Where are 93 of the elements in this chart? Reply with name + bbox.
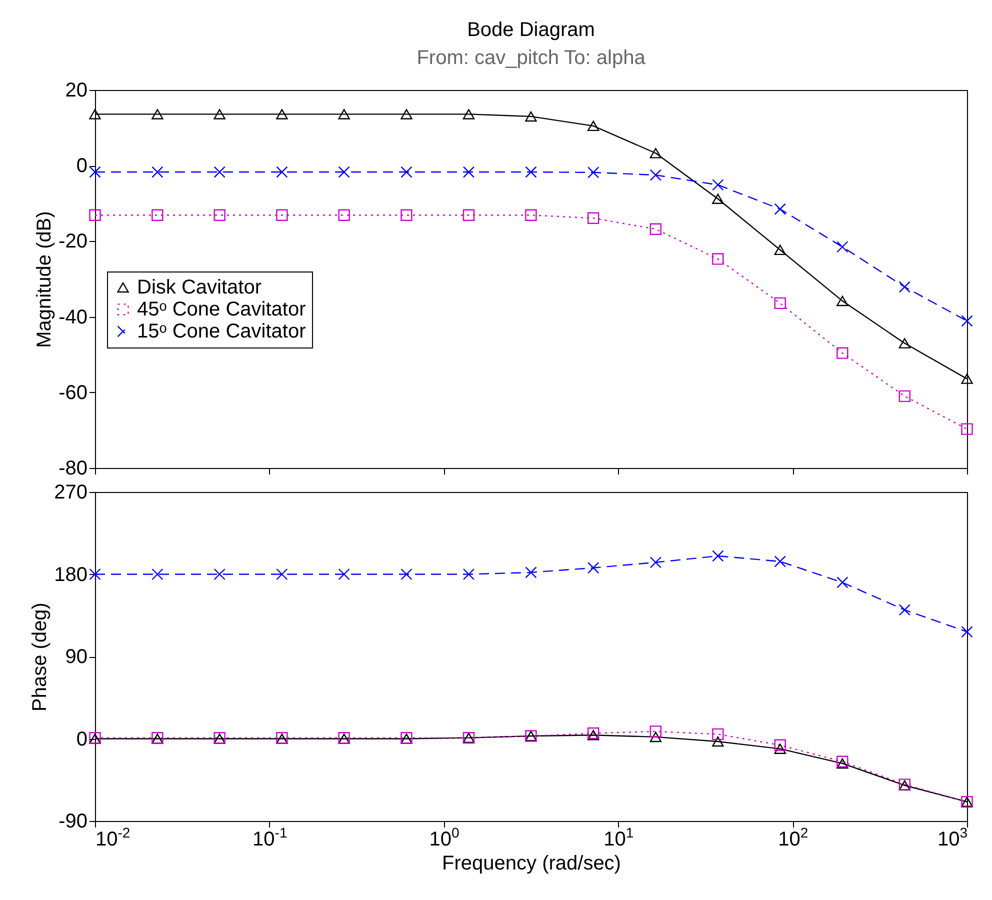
y-tick-label: 90 (65, 646, 88, 668)
point (650, 148, 662, 158)
point (276, 209, 288, 221)
point (214, 209, 226, 221)
x-axis-title: Frequency (rad/sec) (442, 852, 621, 874)
point (276, 166, 288, 178)
point (712, 253, 724, 265)
point (774, 744, 786, 754)
legend-label: Disk Cavitator (137, 276, 262, 298)
point (774, 739, 786, 751)
legend-label: 45ᵒ Cone Cavitator (137, 298, 306, 320)
point (836, 576, 848, 588)
point (587, 730, 600, 740)
y-axis-title: Magnitude (dB) (34, 211, 56, 348)
point (214, 166, 226, 178)
point (214, 109, 226, 120)
y-tick-label: -80 (58, 458, 88, 480)
y-tick-label: -20 (58, 230, 88, 253)
point (89, 166, 101, 178)
point (650, 732, 662, 742)
point (400, 568, 412, 580)
x-tick-label: 10$^{0}$ (429, 824, 460, 850)
point (338, 109, 350, 120)
point (650, 726, 662, 738)
point (712, 194, 724, 204)
point (836, 296, 848, 306)
y-tick-label: 180 (54, 564, 88, 586)
point (712, 736, 724, 747)
point (462, 568, 475, 580)
y-axis-title: Phase (deg) (29, 602, 52, 712)
y-tick-label: 0 (76, 155, 88, 178)
point (650, 223, 662, 235)
point (961, 315, 973, 327)
point (276, 568, 288, 580)
point (898, 281, 910, 293)
point (89, 109, 101, 120)
legend-label: 15ᵒ Cone Cavitator (137, 320, 306, 342)
point (587, 166, 600, 178)
point (89, 209, 101, 221)
point (400, 109, 412, 120)
y-tick-label: 20 (65, 80, 88, 102)
point (214, 568, 226, 580)
y-tick-label: 0 (76, 728, 88, 750)
y-tick-label: -40 (58, 306, 88, 328)
point (650, 556, 662, 568)
point (400, 209, 412, 221)
point (276, 109, 288, 120)
chart-subtitle: From: cav_pitch To: alpha (416, 47, 646, 69)
point (587, 120, 600, 132)
x-tick-label: 10$^{2}$ (778, 824, 808, 850)
point (961, 626, 973, 638)
point (152, 166, 164, 178)
point (525, 209, 537, 221)
point (462, 109, 475, 120)
point (525, 166, 537, 178)
point (650, 169, 662, 181)
point (525, 111, 537, 122)
point (898, 604, 910, 616)
y-tick-label: -90 (58, 810, 88, 832)
y-tick-label: 270 (54, 482, 88, 504)
point (152, 568, 164, 580)
point (152, 209, 164, 221)
point (587, 212, 600, 224)
point (836, 758, 848, 769)
point (836, 347, 848, 359)
point (774, 556, 786, 568)
point (774, 244, 786, 256)
point (712, 728, 724, 740)
point (338, 568, 350, 580)
point (898, 390, 910, 402)
x-tick-label: 10$^{3}$ (937, 824, 968, 850)
point (525, 566, 537, 578)
point (400, 166, 412, 178)
point (712, 179, 724, 191)
chart-title: Bode Diagram (467, 19, 595, 41)
point (774, 297, 786, 310)
point (587, 562, 600, 574)
point (961, 423, 973, 435)
x-tick-label: 10$^{1}$ (604, 824, 634, 850)
x-tick-label: 10$^{-1}$ (252, 824, 288, 850)
point (462, 166, 475, 178)
point (338, 209, 350, 221)
point (836, 241, 848, 253)
point (961, 374, 973, 384)
x-tick-label: 10$^{-2}$ (96, 824, 130, 850)
point (89, 568, 101, 580)
y-tick-label: -60 (58, 382, 88, 404)
point (462, 209, 475, 221)
point (338, 166, 350, 178)
point (898, 338, 910, 348)
point (152, 109, 164, 120)
point (712, 550, 724, 562)
point (774, 203, 786, 215)
